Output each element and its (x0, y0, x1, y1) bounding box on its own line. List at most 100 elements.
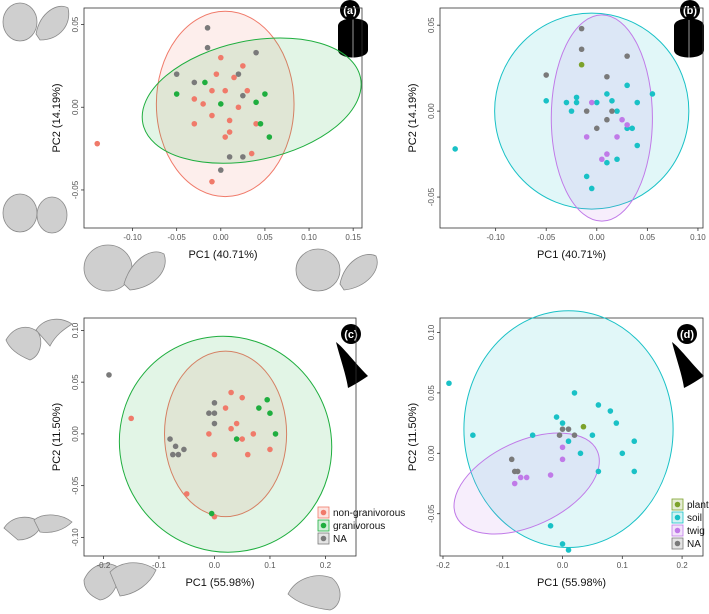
y-tick-label: 0.10 (427, 324, 436, 340)
y-tick-label: 0.05 (71, 16, 80, 32)
point-na (170, 451, 176, 458)
x-tick-label: -0.2 (97, 561, 111, 570)
point-soil (583, 173, 590, 180)
point-soil (634, 99, 641, 106)
y-tick-label: 0.10 (71, 322, 80, 338)
legend-label-plant: plant (687, 500, 709, 511)
x-tick-label: 0.0 (557, 561, 569, 570)
point-non-granivorous (244, 451, 251, 458)
panel-label-c: (c) (341, 324, 361, 344)
plot-frame (83, 7, 363, 229)
point-na (173, 71, 180, 77)
claw-silhouette-c (336, 342, 368, 388)
legend-label-non-granivorous: non-granivorous (333, 508, 405, 519)
x-tick-label: -0.05 (537, 233, 556, 242)
point-twig (583, 134, 590, 140)
point-soil (595, 468, 602, 475)
point-plant (580, 423, 587, 430)
y-tick-label: -0.05 (71, 476, 80, 495)
point-non-granivorous (240, 63, 246, 69)
point-non-granivorous (217, 54, 224, 61)
panel-label-c-text: (c) (344, 329, 358, 341)
y-tick-label: -0.05 (427, 504, 436, 523)
point-soil (573, 99, 580, 106)
panel-label-b: (b) (680, 0, 700, 20)
point-twig (604, 151, 610, 157)
point-soil (559, 541, 566, 547)
x-tick-label: -0.10 (123, 233, 142, 242)
point-non-granivorous (191, 96, 198, 102)
plot-frame (439, 317, 704, 557)
claw-render-bottom-center (83, 562, 157, 601)
point-plant (578, 61, 585, 68)
point-soil (563, 99, 570, 106)
point-non-granivorous (213, 71, 220, 77)
claw-render-bottom-right (287, 575, 341, 611)
ellipse-non-granivorous (163, 350, 288, 518)
point-soil (619, 450, 626, 457)
point-granivorous (217, 101, 224, 107)
legend-label-twig: twig (687, 526, 705, 537)
point-soil (553, 414, 560, 420)
point-na (226, 154, 233, 160)
point-granivorous (202, 79, 208, 86)
point-soil (446, 380, 452, 387)
y-axis-label: PC2 (14.19%) (51, 83, 63, 152)
point-na (206, 410, 212, 417)
y-tick-label: 0.00 (427, 445, 436, 461)
y-axis-label: PC2 (14.19%) (407, 83, 419, 152)
point-twig (517, 474, 524, 481)
point-soil (589, 432, 596, 438)
point-soil (595, 402, 602, 408)
point-non-granivorous (239, 394, 246, 401)
x-tick-label: 0.2 (320, 561, 332, 570)
point-twig (511, 480, 518, 487)
point-na (578, 25, 585, 32)
claw-silhouette-d (672, 342, 704, 388)
point-non-granivorous (222, 134, 229, 140)
x-tick-label: -0.10 (487, 233, 506, 242)
point-na (191, 79, 198, 86)
point-na (211, 420, 218, 427)
point-non-granivorous (228, 425, 234, 432)
y-axis-label: PC2 (11.50%) (407, 403, 419, 471)
y-tick-label: 0.05 (427, 385, 436, 401)
point-na (624, 53, 630, 59)
point-non-granivorous (200, 101, 206, 107)
point-na (204, 25, 211, 31)
point-soil (614, 156, 620, 163)
plot-frame (439, 7, 704, 229)
skull-render-bottom-right (295, 248, 378, 292)
point-granivorous (253, 99, 259, 106)
point-non-granivorous (209, 87, 215, 94)
claw-render-top-left (5, 318, 73, 361)
point-na (211, 410, 218, 417)
point-granivorous (257, 120, 264, 127)
legend-dot-soil (674, 514, 681, 521)
panel-label-b-text: (b) (683, 5, 697, 17)
point-soil (624, 82, 630, 89)
scatter-panel-a: -0.10 -0.05 0.00 0.05 0.10 0.15-0.050.000.05P… (51, 7, 363, 261)
point-soil (571, 390, 578, 396)
point-na (106, 372, 112, 378)
point-soil (649, 91, 656, 97)
plot-frame (83, 317, 357, 557)
point-soil (577, 450, 584, 457)
point-na (583, 108, 590, 114)
point-non-granivorous (239, 436, 246, 442)
point-soil (604, 91, 610, 97)
y-tick-label: -0.05 (427, 187, 436, 206)
point-non-granivorous (128, 415, 134, 422)
point-soil (609, 98, 615, 104)
point-twig (599, 156, 605, 163)
panel-label-a: (a) (340, 0, 360, 20)
point-soil (634, 142, 641, 149)
x-tick-label: 0.2 (677, 561, 689, 570)
ellipse-non-granivorous (155, 10, 295, 198)
ellipse-granivorous (141, 37, 362, 164)
scatter-panel-d: -0.2 -0.1 0.0 0.1 0.2 -0.05 0.00 0.05 0.10 PC1 (5… (407, 310, 704, 589)
point-na (181, 446, 187, 453)
x-tick-label: 0.05 (257, 233, 273, 242)
point-soil (568, 108, 575, 114)
